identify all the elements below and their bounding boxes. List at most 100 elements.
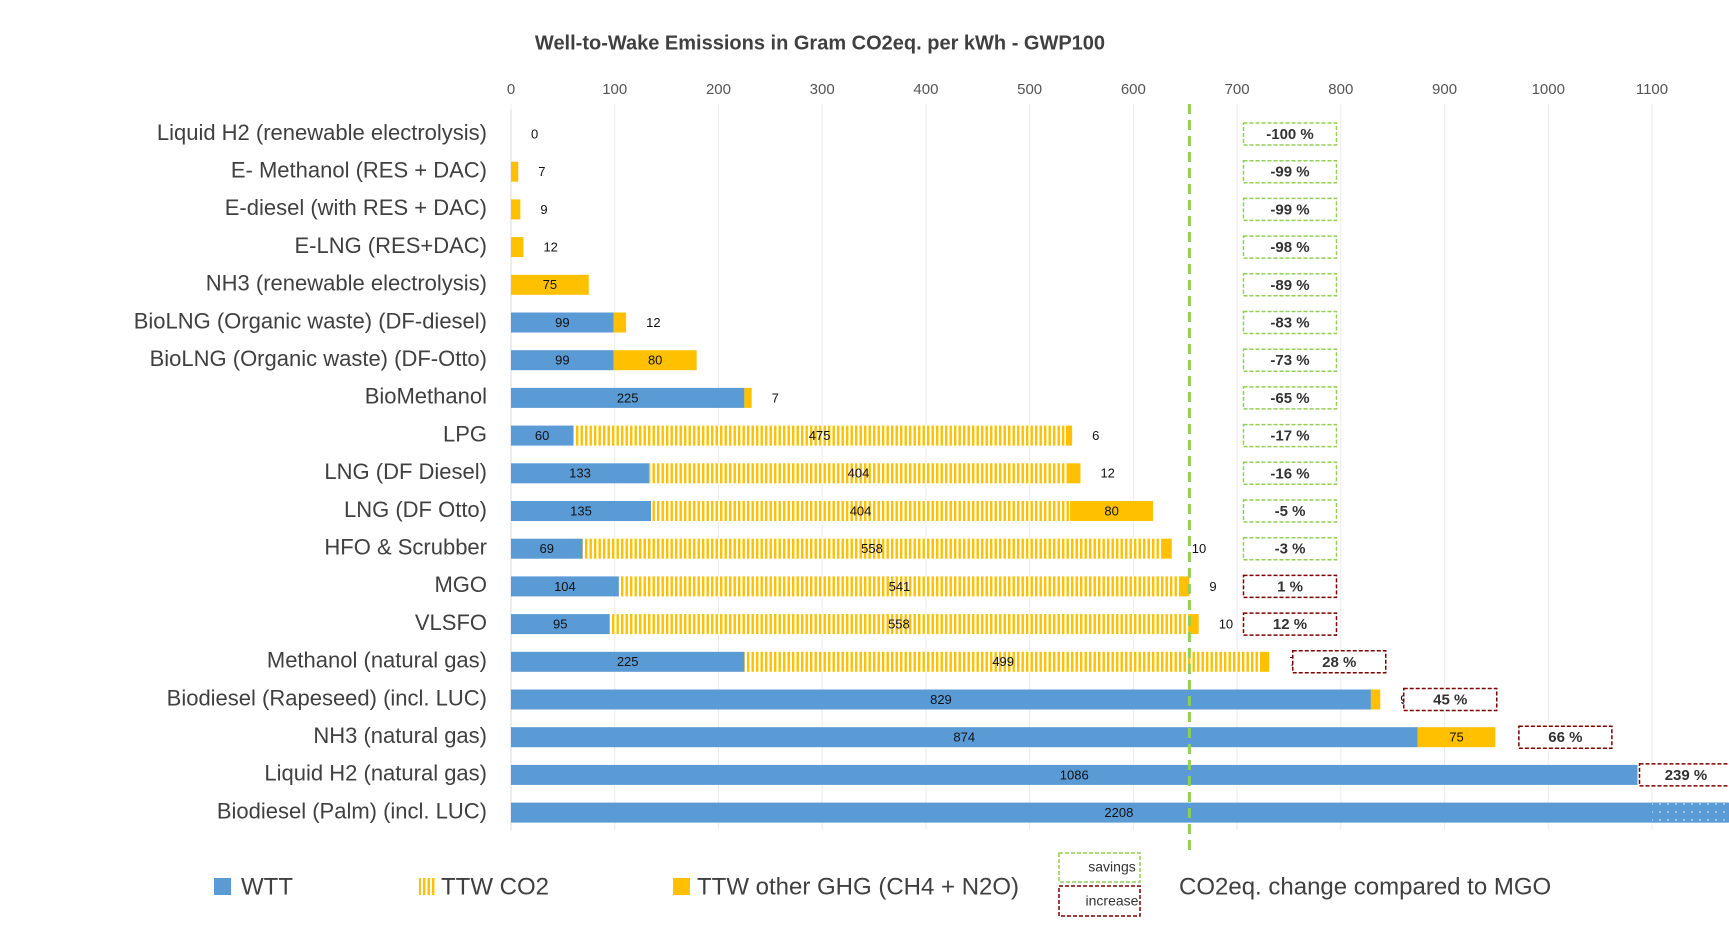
- x-tick-label: 100: [602, 81, 627, 98]
- change-label: -65 %: [1270, 390, 1309, 407]
- legend-label: WTT: [241, 873, 293, 900]
- bar-segment: [651, 501, 1071, 521]
- change-box: [1242, 423, 1338, 448]
- bar-segment: [511, 199, 521, 220]
- x-tick-label: 600: [1121, 81, 1146, 98]
- change-box: [1242, 536, 1338, 561]
- data-label: 60: [535, 428, 549, 443]
- change-box: [1638, 763, 1729, 787]
- x-tick-label: 1100: [1636, 81, 1668, 98]
- bar-segment: [613, 350, 697, 371]
- bar-segment: [744, 651, 1262, 672]
- data-label: 558: [861, 541, 883, 556]
- change-box: [1242, 310, 1338, 335]
- bar-segment: [1188, 614, 1199, 635]
- change-box: [1291, 650, 1387, 674]
- data-label: 75: [1449, 730, 1463, 745]
- change-label: 239 %: [1665, 767, 1708, 784]
- change-box: [1402, 687, 1498, 712]
- category-label: NH3 (renewable electrolysis): [206, 271, 487, 296]
- legend-change: CO2eq. change compared to MGO: [1179, 873, 1551, 900]
- data-label: 95: [553, 617, 567, 632]
- data-label: 69: [540, 541, 554, 556]
- x-tick-label: 900: [1432, 81, 1457, 98]
- change-label: 12 %: [1273, 616, 1307, 633]
- bar-segment: [511, 689, 1371, 710]
- bar-segment: [1180, 576, 1190, 597]
- legend-increase: increase: [1086, 893, 1139, 909]
- bar-segment: [511, 387, 745, 408]
- bar-segment: [618, 576, 1181, 597]
- data-label: 499: [992, 654, 1014, 669]
- bar-segment: [511, 651, 745, 672]
- legend-savings: savings: [1088, 859, 1135, 875]
- bar-segment: [511, 350, 614, 371]
- x-tick-label: 1000: [1532, 81, 1565, 98]
- category-label: Methanol (natural gas): [267, 648, 487, 673]
- x-tick-label: 800: [1328, 81, 1353, 98]
- category-label: VLSFO: [415, 610, 487, 635]
- data-label: 6: [1092, 428, 1099, 443]
- change-label: -89 %: [1270, 277, 1309, 294]
- data-label: 99: [555, 353, 569, 368]
- bar-segment: [511, 237, 524, 258]
- data-label: 7: [538, 164, 545, 179]
- category-label: LNG (DF Diesel): [324, 459, 487, 484]
- bar-segment: [511, 425, 574, 446]
- x-tick-label: 400: [913, 81, 938, 98]
- category-label: Liquid H2 (natural gas): [264, 761, 487, 786]
- bar-segment: [511, 727, 1418, 748]
- change-label: -16 %: [1270, 465, 1309, 482]
- bar-segment: [511, 501, 652, 521]
- change-box: [1242, 197, 1338, 222]
- category-label: Biodiesel (Rapeseed) (incl. LUC): [167, 685, 487, 710]
- change-box: [1242, 273, 1338, 297]
- change-label: -98 %: [1270, 239, 1309, 256]
- category-label: LNG (DF Otto): [344, 497, 487, 522]
- change-box: [1242, 499, 1338, 523]
- bar-segment: [511, 764, 1638, 785]
- data-label: 10: [1192, 541, 1206, 556]
- bar-segment: [609, 614, 1189, 635]
- bar-segment: [511, 538, 583, 559]
- data-label: 12: [543, 240, 557, 255]
- data-label: 829: [930, 692, 952, 707]
- bar-segment: [1068, 463, 1081, 484]
- change-label: -3 %: [1275, 541, 1306, 558]
- data-label: 225: [617, 390, 639, 405]
- data-label: 0: [531, 126, 538, 141]
- data-label: 404: [848, 466, 870, 481]
- x-tick-label: 700: [1225, 81, 1250, 98]
- change-label: 1 %: [1277, 578, 1303, 595]
- data-label: 12: [646, 315, 660, 330]
- data-label: 135: [570, 503, 592, 518]
- change-label: -73 %: [1270, 352, 1309, 369]
- data-label: 558: [888, 617, 910, 632]
- category-label: BioLNG (Organic waste) (DF-diesel): [134, 308, 487, 333]
- legend-swatch: [419, 878, 436, 895]
- bar-segment: [1370, 689, 1381, 710]
- x-tick-label: 0: [507, 81, 515, 98]
- change-box: [1242, 461, 1338, 486]
- category-label: NH3 (natural gas): [313, 723, 487, 748]
- data-label: 80: [648, 353, 662, 368]
- data-label: 9: [540, 202, 547, 217]
- change-box: [1242, 574, 1338, 599]
- bar-segment: [1070, 501, 1154, 521]
- legend-label: TTW CO2: [441, 873, 549, 900]
- data-label: 541: [889, 579, 911, 594]
- bar-segment: [511, 576, 619, 597]
- data-label: 2208: [1104, 805, 1133, 820]
- change-box: [1242, 386, 1338, 410]
- data-label: 99: [555, 315, 569, 330]
- bar-segment: [648, 463, 1069, 484]
- category-label: Liquid H2 (renewable electrolysis): [157, 120, 487, 145]
- bar-segment: [511, 161, 519, 182]
- data-label: 404: [850, 503, 872, 518]
- data-label: 225: [617, 654, 639, 669]
- change-label: -5 %: [1275, 503, 1306, 520]
- bar-segment: [1161, 538, 1172, 559]
- chart-title: Well-to-Wake Emissions in Gram CO2eq. pe…: [535, 32, 1105, 54]
- change-label: -17 %: [1270, 428, 1309, 445]
- data-label: 10: [1219, 617, 1233, 632]
